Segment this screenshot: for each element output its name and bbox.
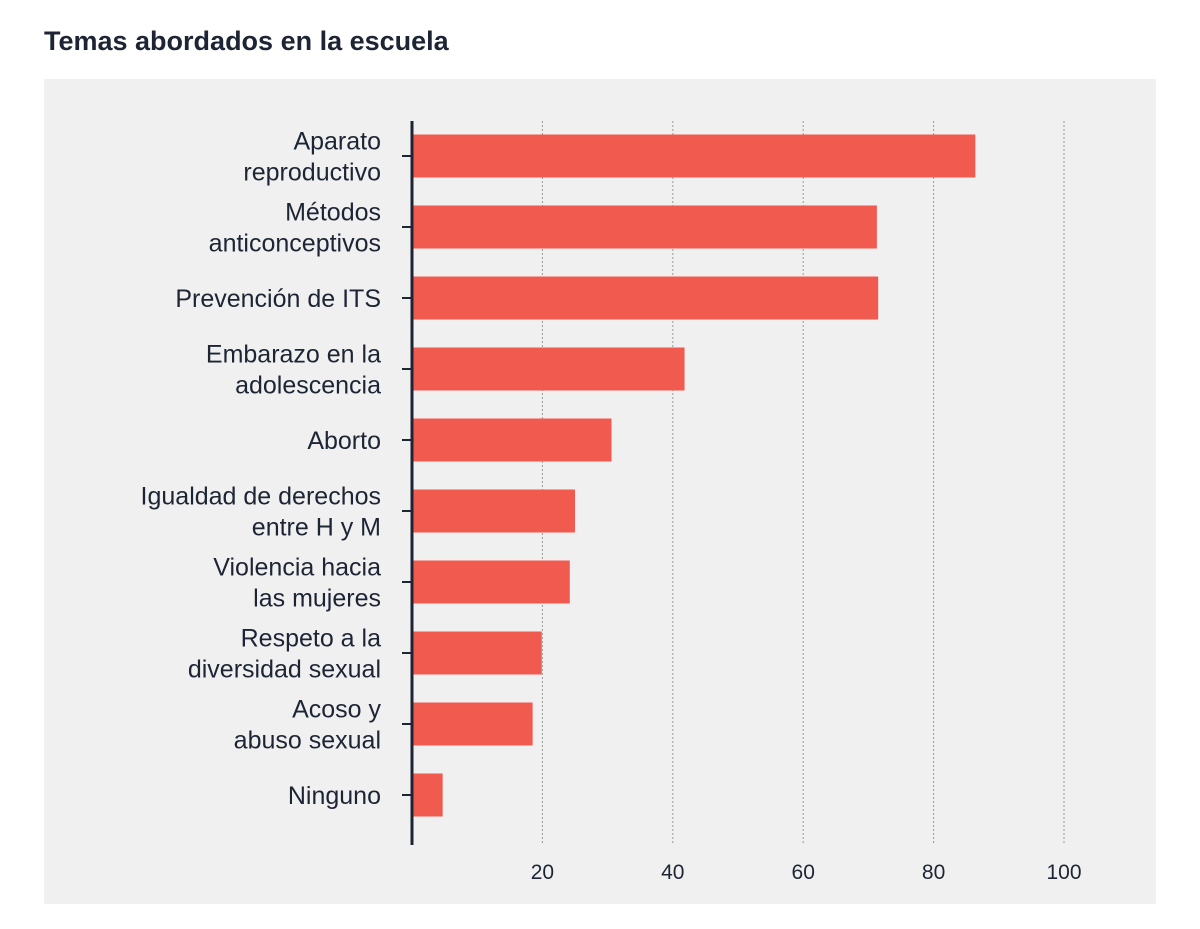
bar-chart: Aparato reproductivo Métodos anticonceptivo… <box>141 121 1082 884</box>
category-label: Acoso y <box>292 696 381 724</box>
category-label: Embarazo en la <box>206 341 381 369</box>
bar <box>412 134 976 178</box>
bar <box>412 276 879 320</box>
category-label: Ninguno <box>288 782 381 810</box>
x-tick-label: 20 <box>531 861 554 884</box>
category-label: Aborto <box>307 427 381 455</box>
category-label: anticonceptivos <box>209 230 381 258</box>
bar <box>412 418 612 462</box>
category-label: reproductivo <box>243 159 381 187</box>
category-label: adolescencia <box>235 372 381 400</box>
category-label: Aparato <box>293 128 381 156</box>
x-tick-label: 40 <box>661 861 684 884</box>
x-tick-labels: 20 40 60 80 100 <box>531 861 1082 884</box>
bar <box>412 205 877 249</box>
category-label: Respeto a la <box>241 625 381 653</box>
x-tick-label: 60 <box>792 861 815 884</box>
category-label: Prevención de ITS <box>175 285 381 313</box>
chart-title: Temas abordados en la escuela <box>44 26 449 56</box>
category-label: abuso sexual <box>234 727 381 755</box>
bar <box>412 489 575 533</box>
category-label: diversidad sexual <box>188 656 381 684</box>
bar <box>412 702 533 746</box>
x-tick-label: 100 <box>1046 861 1081 884</box>
category-label: Igualdad de derechos <box>141 483 381 511</box>
category-labels: Aparato reproductivo Métodos anticonceptivo… <box>141 128 382 811</box>
bar <box>412 631 542 675</box>
category-label: las mujeres <box>253 585 381 613</box>
bar <box>412 773 443 817</box>
category-label: entre H y M <box>252 514 381 542</box>
bars <box>412 134 976 817</box>
y-axis <box>402 121 414 845</box>
x-tick-label: 80 <box>922 861 945 884</box>
bar <box>412 560 570 604</box>
bar <box>412 347 685 391</box>
chart-panel: Aparato reproductivo Métodos anticonceptivo… <box>44 79 1156 904</box>
category-label: Violencia hacia <box>213 554 381 582</box>
category-label: Métodos <box>285 199 381 227</box>
